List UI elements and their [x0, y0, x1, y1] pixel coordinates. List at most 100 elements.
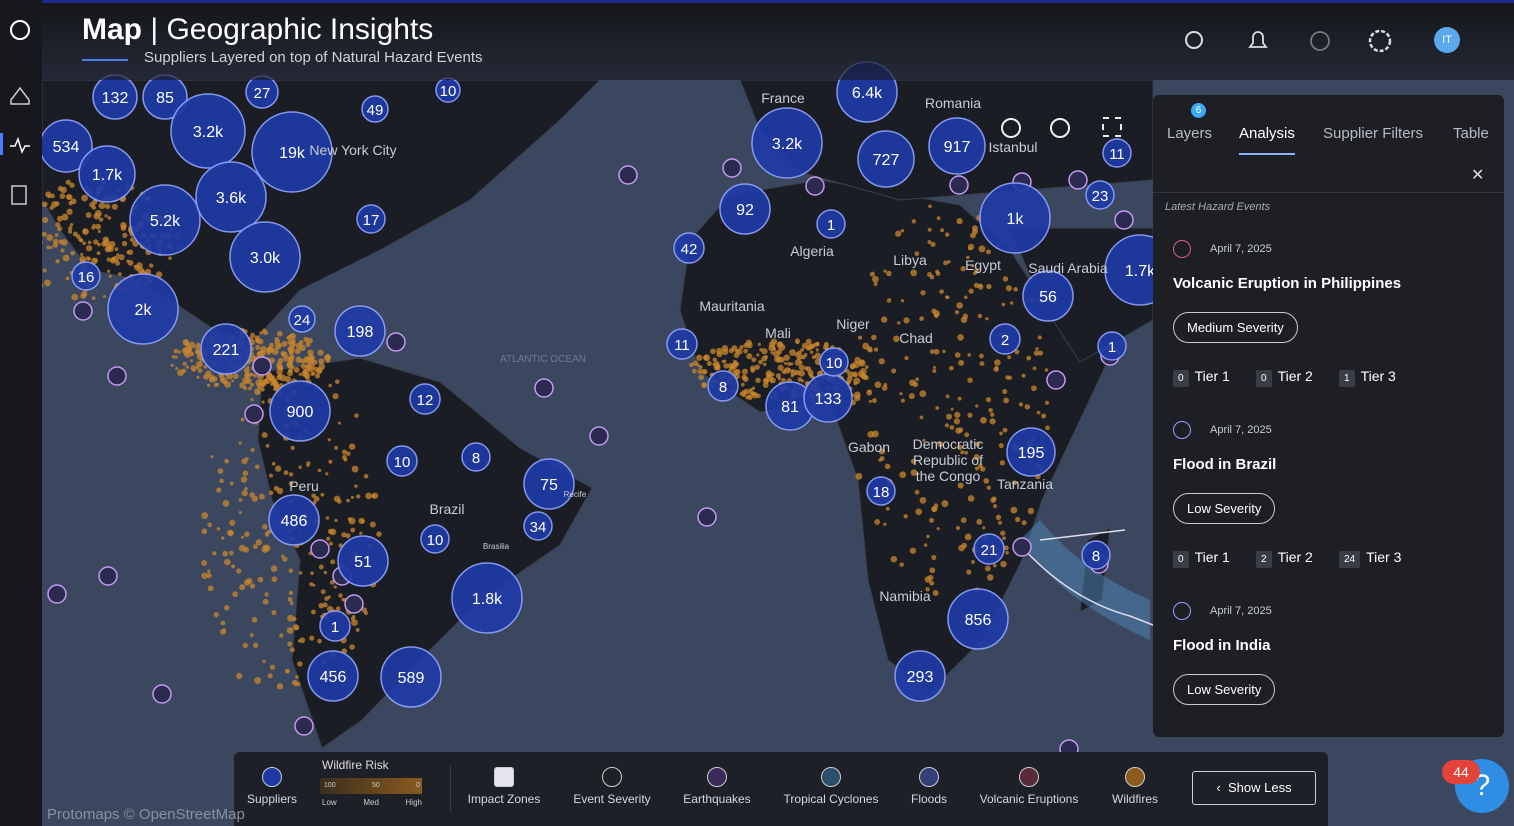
search[interactable] [1185, 31, 1203, 49]
wildfire-dot [185, 346, 192, 353]
active-indicator [0, 133, 3, 155]
show-less[interactable]: ‹ Show Less [1192, 771, 1316, 805]
wildfire-dot [1005, 285, 1012, 292]
supplier-cluster[interactable] [989, 323, 1021, 355]
wildfire-dot [978, 463, 983, 469]
supplier-cluster[interactable] [288, 305, 316, 333]
notification-badge: 44 [1442, 760, 1480, 784]
home-icon[interactable] [10, 86, 30, 105]
supplier-cluster[interactable] [268, 494, 320, 546]
supplier-cluster[interactable] [673, 232, 705, 264]
supplier-cluster[interactable] [719, 183, 771, 235]
event-title[interactable]: Flood in India [1173, 637, 1271, 654]
ocean-label: ATLANTIC OCEAN [500, 354, 586, 365]
event-title[interactable]: Flood in Brazil [1173, 456, 1277, 473]
wildfire-dot [320, 492, 325, 497]
wildfire-dot [874, 381, 882, 389]
wildfire-dot [354, 484, 358, 488]
wildfire-dot [956, 302, 963, 309]
supplier-cluster[interactable] [356, 204, 386, 234]
supplier-cluster[interactable] [269, 380, 331, 442]
logo[interactable] [10, 20, 30, 40]
supplier-cluster[interactable] [78, 145, 136, 203]
supplier-cluster[interactable] [129, 184, 201, 256]
wildfire-dot [885, 506, 890, 511]
fit-button[interactable] [1102, 117, 1122, 137]
supplier-cluster[interactable] [816, 209, 846, 239]
wildfire-dot [689, 362, 694, 368]
wildfire-dot [698, 365, 703, 370]
help[interactable] [1310, 31, 1330, 51]
supplier-cluster[interactable] [386, 445, 418, 477]
supplier-cluster[interactable] [420, 524, 450, 554]
wildfire-dot [120, 225, 127, 231]
supplier-cluster[interactable] [334, 305, 386, 357]
insights-icon[interactable] [10, 136, 30, 155]
legend-label[interactable]: Tropical Cyclones [783, 792, 879, 806]
supplier-cluster[interactable] [1097, 331, 1127, 361]
notifications[interactable] [1248, 31, 1268, 48]
supplier-cluster[interactable] [319, 610, 351, 642]
supplier-cluster[interactable] [1102, 138, 1132, 168]
supplier-cluster[interactable] [707, 370, 739, 402]
supplier-cluster[interactable] [947, 588, 1009, 650]
supplier-cluster[interactable] [928, 117, 986, 175]
supplier-cluster[interactable] [1006, 427, 1056, 477]
supplier-cluster[interactable] [380, 646, 442, 708]
legend-label[interactable]: Floods [910, 792, 948, 806]
zoom-button[interactable] [1001, 118, 1021, 138]
tab[interactable]: Layers [1167, 125, 1213, 142]
event-title[interactable]: Volcanic Eruption in Philippines [1173, 275, 1402, 292]
buildings-icon[interactable] [11, 185, 27, 205]
tab[interactable]: Analysis [1239, 125, 1295, 142]
supplier-cluster[interactable] [523, 511, 553, 541]
supplier-cluster[interactable] [819, 347, 849, 377]
tick: 50 [371, 782, 380, 789]
supplier-cluster[interactable] [866, 476, 896, 506]
supplier-cluster[interactable] [461, 442, 491, 472]
supplier-cluster[interactable] [751, 107, 823, 179]
supplier-cluster[interactable] [1085, 180, 1115, 210]
tab[interactable]: Supplier Filters [1323, 125, 1424, 142]
supplier-cluster[interactable] [666, 328, 698, 360]
supplier-cluster[interactable] [894, 650, 946, 702]
supplier-cluster[interactable] [251, 111, 333, 193]
wildfire-dot [91, 225, 96, 230]
supplier-cluster[interactable] [229, 221, 301, 293]
wildfire-dot [1021, 520, 1027, 526]
supplier-cluster[interactable] [195, 161, 267, 233]
legend-label[interactable]: Impact Zones [467, 792, 541, 806]
legend-label[interactable]: Volcanic Eruptions [979, 792, 1079, 806]
supplier-cluster[interactable] [170, 93, 246, 169]
supplier-cluster[interactable] [1081, 540, 1111, 570]
supplier-cluster[interactable] [200, 323, 252, 375]
supplier-cluster[interactable] [979, 182, 1051, 254]
wildfire-dot [1013, 287, 1018, 292]
tier-label: Tier 2 [1277, 368, 1313, 384]
legend-label[interactable]: Event Severity [573, 792, 651, 806]
zoom-button[interactable] [1050, 118, 1070, 138]
settings[interactable] [1368, 29, 1392, 53]
wildfire-dot [224, 558, 231, 566]
close[interactable]: ✕ [1471, 167, 1485, 184]
avatar[interactable]: IT [1434, 27, 1460, 53]
supplier-cluster[interactable] [523, 458, 575, 510]
wildfire-dot [349, 644, 355, 650]
wildfire-dot [57, 185, 64, 192]
supplier-cluster[interactable] [71, 261, 101, 291]
supplier-cluster[interactable] [1022, 270, 1074, 322]
supplier-cluster[interactable] [337, 535, 389, 587]
legend-label[interactable]: Wildfires [1111, 792, 1159, 806]
supplier-cluster[interactable] [973, 533, 1005, 565]
wildfire-dot [306, 461, 311, 466]
legend-label[interactable]: Suppliers [246, 792, 298, 806]
supplier-cluster[interactable] [857, 130, 915, 188]
wildfire-dot [285, 669, 289, 674]
supplier-cluster[interactable] [409, 383, 441, 415]
supplier-cluster[interactable] [451, 562, 523, 634]
supplier-cluster[interactable] [307, 650, 359, 702]
supplier-cluster[interactable] [361, 95, 389, 123]
tab[interactable]: Table [1453, 125, 1489, 142]
legend-label[interactable]: Earthquakes [683, 792, 751, 806]
supplier-cluster[interactable] [107, 273, 179, 345]
